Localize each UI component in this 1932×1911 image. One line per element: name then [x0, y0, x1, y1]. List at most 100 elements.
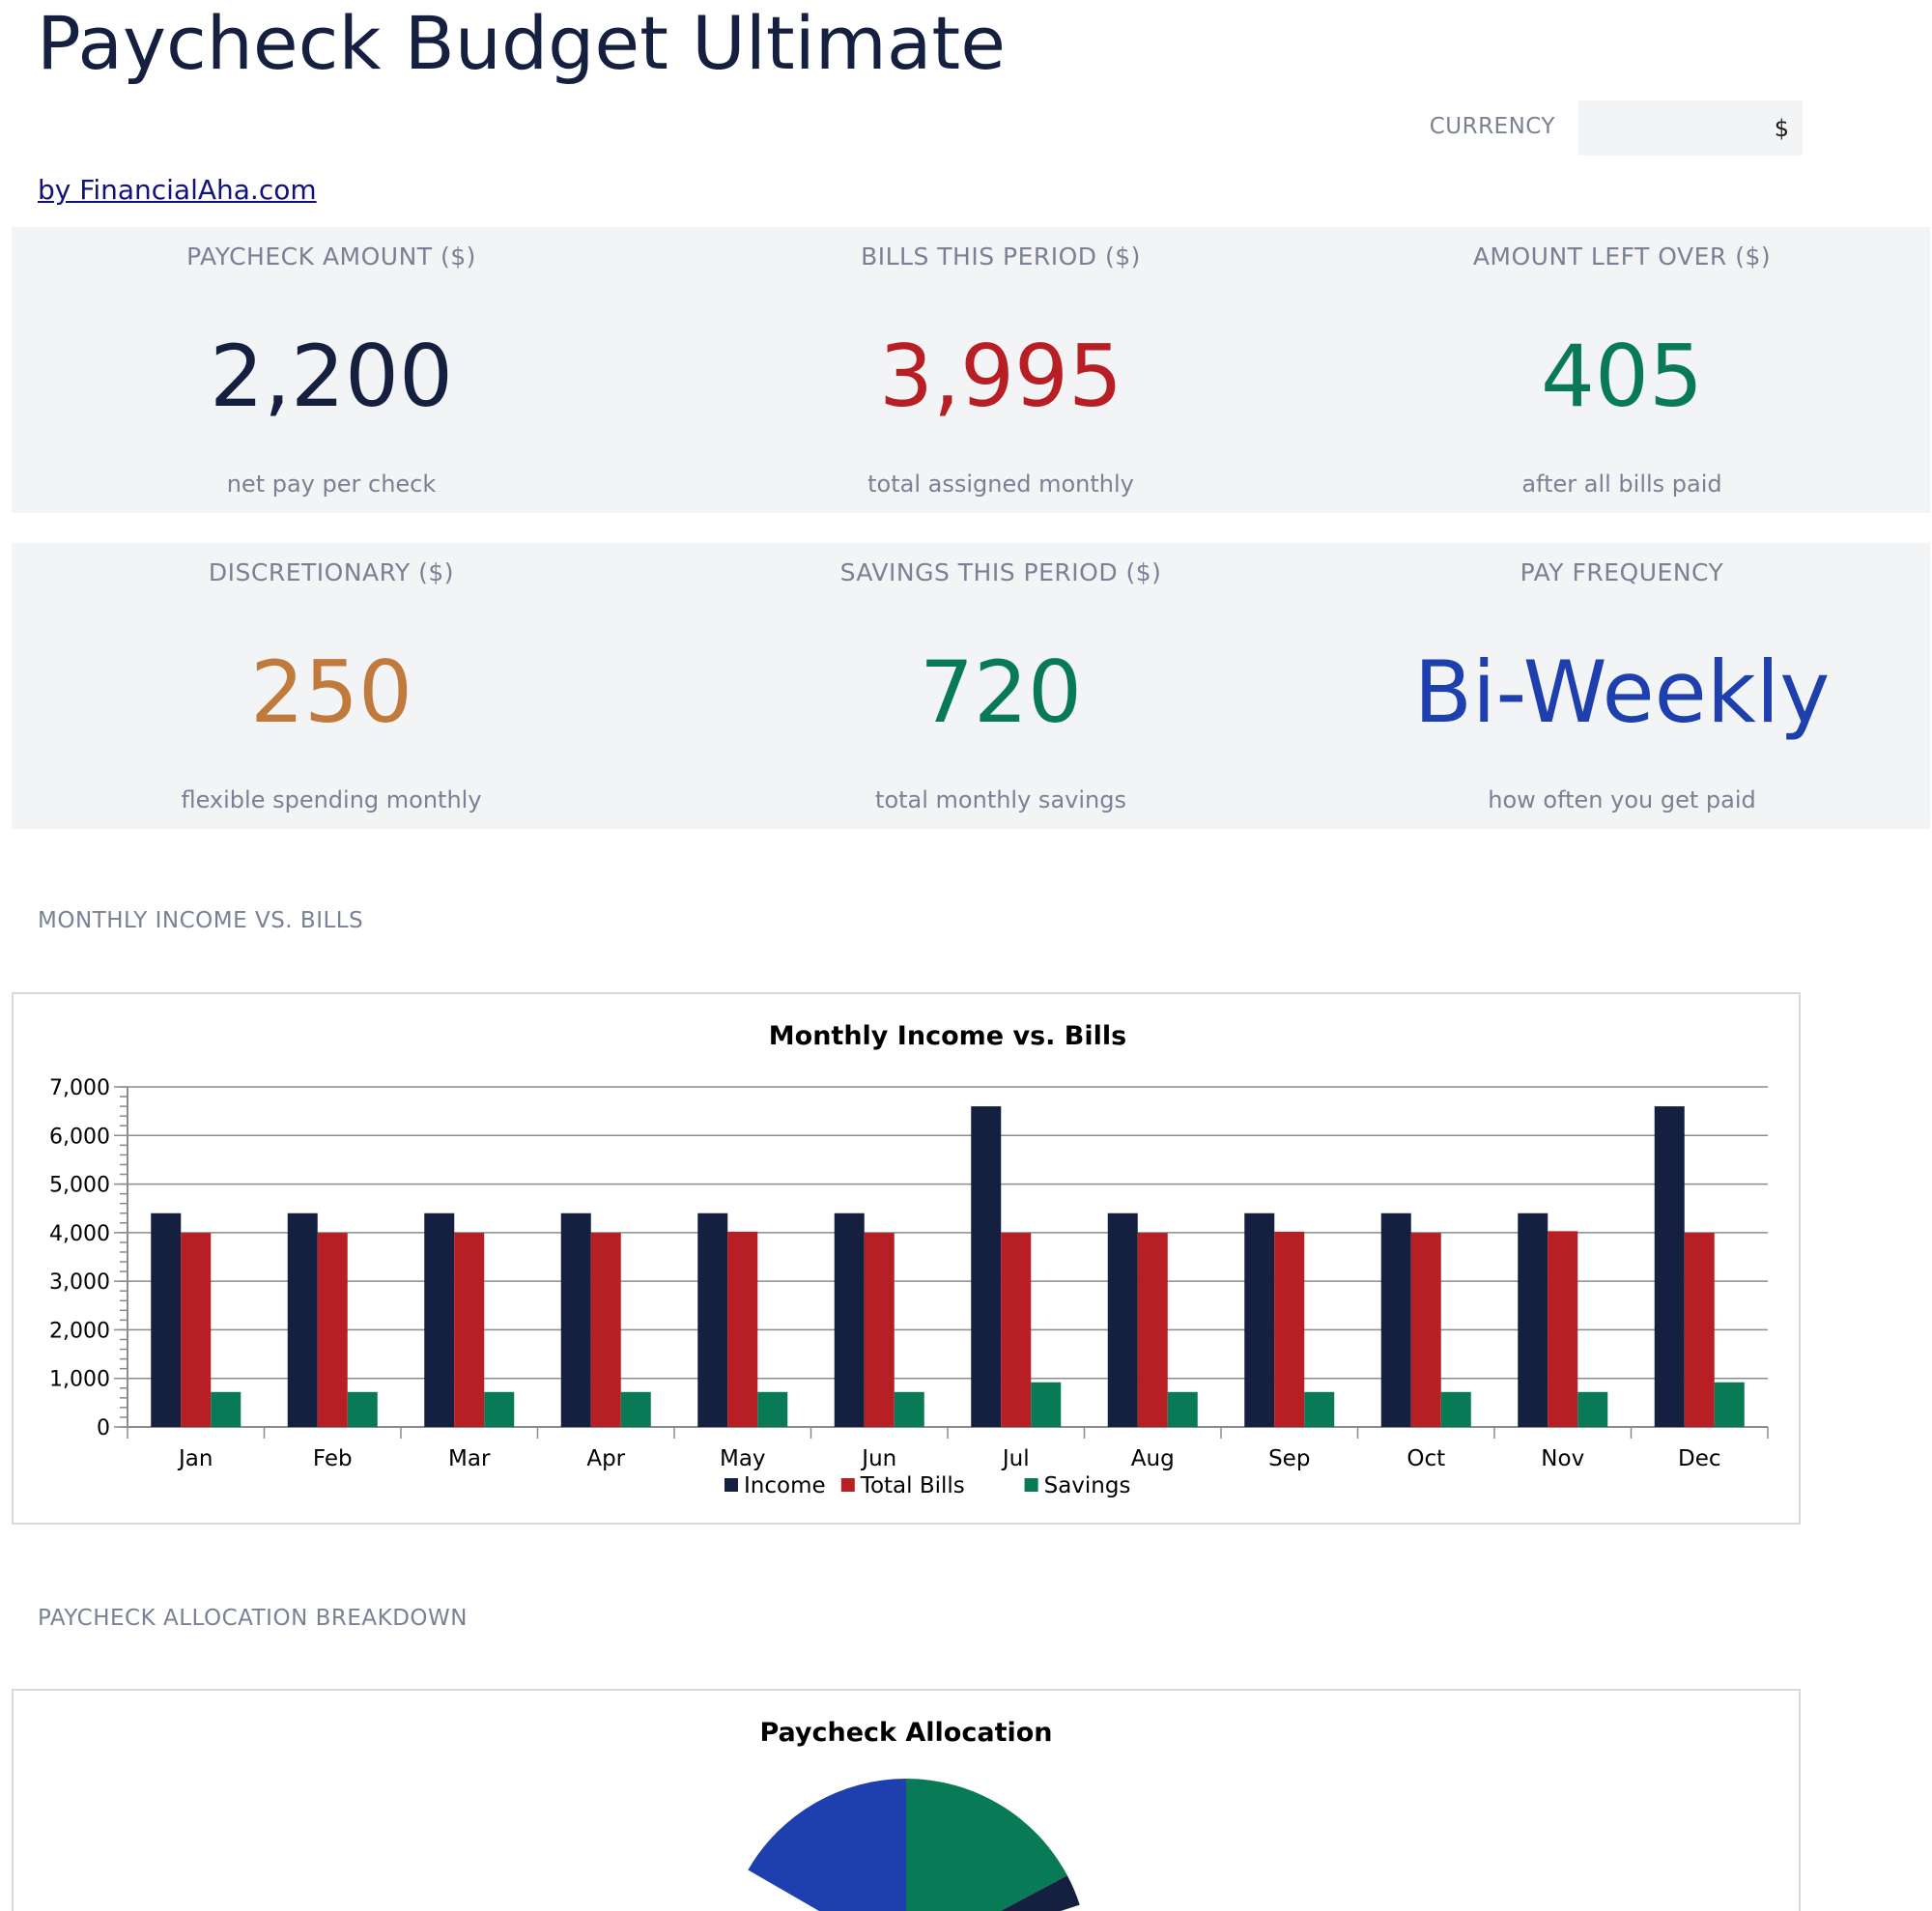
x-tick-label: Nov	[1541, 1446, 1584, 1471]
bar-total-bills	[1410, 1233, 1441, 1427]
x-tick-label: Sep	[1268, 1446, 1310, 1471]
bar-savings	[894, 1391, 924, 1427]
legend-swatch	[1024, 1478, 1038, 1492]
kpi-row-2: DISCRETIONARY ($) 250 flexible spending …	[12, 543, 1930, 829]
bar-total-bills	[1001, 1233, 1032, 1427]
x-tick-label: Feb	[313, 1446, 353, 1471]
bar-savings	[347, 1391, 378, 1427]
kpi-value: 250	[250, 642, 412, 742]
bar-total-bills	[1274, 1231, 1305, 1427]
kpi-label: AMOUNT LEFT OVER ($)	[1472, 242, 1772, 271]
bar-total-bills	[1137, 1233, 1168, 1427]
byline-link[interactable]: by FinancialAha.com	[38, 174, 317, 206]
kpi-discretionary: DISCRETIONARY ($) 250 flexible spending …	[12, 543, 651, 829]
x-tick-label: Aug	[1131, 1446, 1175, 1471]
chart-title: Paycheck Allocation	[759, 1718, 1052, 1748]
pie-slice	[1000, 1875, 1080, 1911]
kpi-pay-frequency: PAY FREQUENCY Bi-Weekly how often you ge…	[1302, 543, 1932, 829]
bar-income	[1107, 1212, 1138, 1427]
legend-label: Savings	[1044, 1473, 1131, 1498]
bar-savings	[1714, 1382, 1745, 1427]
kpi-value: 720	[920, 642, 1082, 742]
section-label-income-vs-bills: MONTHLY INCOME VS. BILLS	[38, 908, 364, 933]
pie-slice	[748, 1779, 906, 1911]
y-tick-label: 6,000	[49, 1125, 110, 1149]
kpi-sub: flexible spending monthly	[181, 786, 482, 813]
kpi-paycheck-amount: PAYCHECK AMOUNT ($) 2,200 net pay per ch…	[12, 227, 651, 513]
x-tick-label: May	[720, 1446, 766, 1471]
kpi-sub: after all bills paid	[1521, 471, 1722, 498]
bar-total-bills	[1548, 1231, 1578, 1427]
kpi-label: SAVINGS THIS PERIOD ($)	[839, 558, 1162, 586]
currency-value: $	[1774, 115, 1789, 142]
kpi-sub: how often you get paid	[1488, 786, 1756, 813]
bar-total-bills	[1684, 1233, 1715, 1427]
bar-income	[697, 1212, 728, 1427]
y-tick-label: 3,000	[49, 1270, 110, 1295]
y-tick-label: 0	[97, 1416, 110, 1440]
bar-income	[1654, 1106, 1685, 1427]
x-tick-label: Jul	[1001, 1446, 1030, 1471]
legend-label: Income	[744, 1473, 826, 1498]
y-tick-label: 4,000	[49, 1222, 110, 1246]
x-tick-label: Jun	[860, 1446, 896, 1471]
kpi-label: DISCRETIONARY ($)	[208, 558, 455, 586]
bar-savings	[757, 1391, 788, 1427]
kpi-label: PAYCHECK AMOUNT ($)	[186, 242, 476, 271]
y-tick-label: 1,000	[49, 1368, 110, 1392]
chart-title: Monthly Income vs. Bills	[769, 1021, 1126, 1051]
bar-savings	[620, 1391, 651, 1427]
bar-savings	[1304, 1391, 1335, 1427]
bar-chart-svg: Monthly Income vs. Bills 0 1,000 2,000 3,000…	[49, 1021, 1769, 1498]
bar-income	[424, 1212, 455, 1427]
bar-income	[834, 1212, 865, 1427]
bar-savings	[1440, 1391, 1471, 1427]
kpi-value: Bi-Weekly	[1413, 642, 1831, 742]
currency-label: CURRENCY	[1429, 114, 1555, 139]
bar-total-bills	[454, 1233, 485, 1427]
kpi-sub: total assigned monthly	[867, 471, 1134, 498]
kpi-value: 405	[1541, 327, 1703, 426]
bar-income	[1244, 1212, 1275, 1427]
currency-input[interactable]: $	[1578, 100, 1803, 156]
page-title: Paycheck Budget Ultimate	[37, 0, 1006, 86]
bar-savings	[1167, 1391, 1198, 1427]
x-tick-label: Oct	[1406, 1446, 1445, 1471]
legend-label: Total Bills	[860, 1473, 965, 1498]
kpi-value: 3,995	[879, 327, 1122, 426]
bar-income	[1380, 1212, 1411, 1427]
kpi-label: BILLS THIS PERIOD ($)	[861, 242, 1141, 271]
kpi-bills-this-period: BILLS THIS PERIOD ($) 3,995 total assign…	[681, 227, 1321, 513]
kpi-sub: net pay per check	[226, 471, 437, 498]
x-tick-label: Dec	[1678, 1446, 1721, 1471]
bar-income	[151, 1212, 182, 1427]
x-tick-label: Jan	[177, 1446, 213, 1471]
y-tick-label: 5,000	[49, 1174, 110, 1198]
bar-total-bills	[590, 1233, 621, 1427]
pie-slice	[906, 1779, 1067, 1911]
bar-total-bills	[864, 1233, 895, 1427]
kpi-amount-left-over: AMOUNT LEFT OVER ($) 405 after all bills…	[1302, 227, 1932, 513]
bar-savings	[484, 1391, 515, 1427]
bar-total-bills	[181, 1233, 212, 1427]
bar-income	[287, 1212, 318, 1427]
kpi-savings-this-period: SAVINGS THIS PERIOD ($) 720 total monthl…	[681, 543, 1321, 829]
bar-income	[971, 1106, 1002, 1427]
y-tick-label: 2,000	[49, 1319, 110, 1343]
bar-income	[560, 1212, 591, 1427]
income-vs-bills-chart: Monthly Income vs. Bills 0 1,000 2,000 3,000…	[12, 992, 1801, 1525]
x-tick-label: Mar	[448, 1446, 491, 1471]
section-label-allocation: PAYCHECK ALLOCATION BREAKDOWN	[38, 1606, 468, 1631]
kpi-row-1: PAYCHECK AMOUNT ($) 2,200 net pay per ch…	[12, 227, 1930, 513]
bar-savings	[211, 1391, 242, 1427]
bar-total-bills	[727, 1231, 758, 1427]
kpi-value: 2,200	[210, 327, 453, 426]
kpi-label: PAY FREQUENCY	[1520, 558, 1724, 586]
bar-income	[1518, 1212, 1548, 1427]
legend-swatch	[840, 1478, 855, 1492]
allocation-chart: Paycheck Allocation	[12, 1689, 1801, 1911]
kpi-sub: total monthly savings	[875, 786, 1126, 813]
bar-savings	[1031, 1382, 1062, 1427]
bar-savings	[1577, 1391, 1608, 1427]
pie-chart-svg: Paycheck Allocation	[748, 1718, 1080, 1911]
